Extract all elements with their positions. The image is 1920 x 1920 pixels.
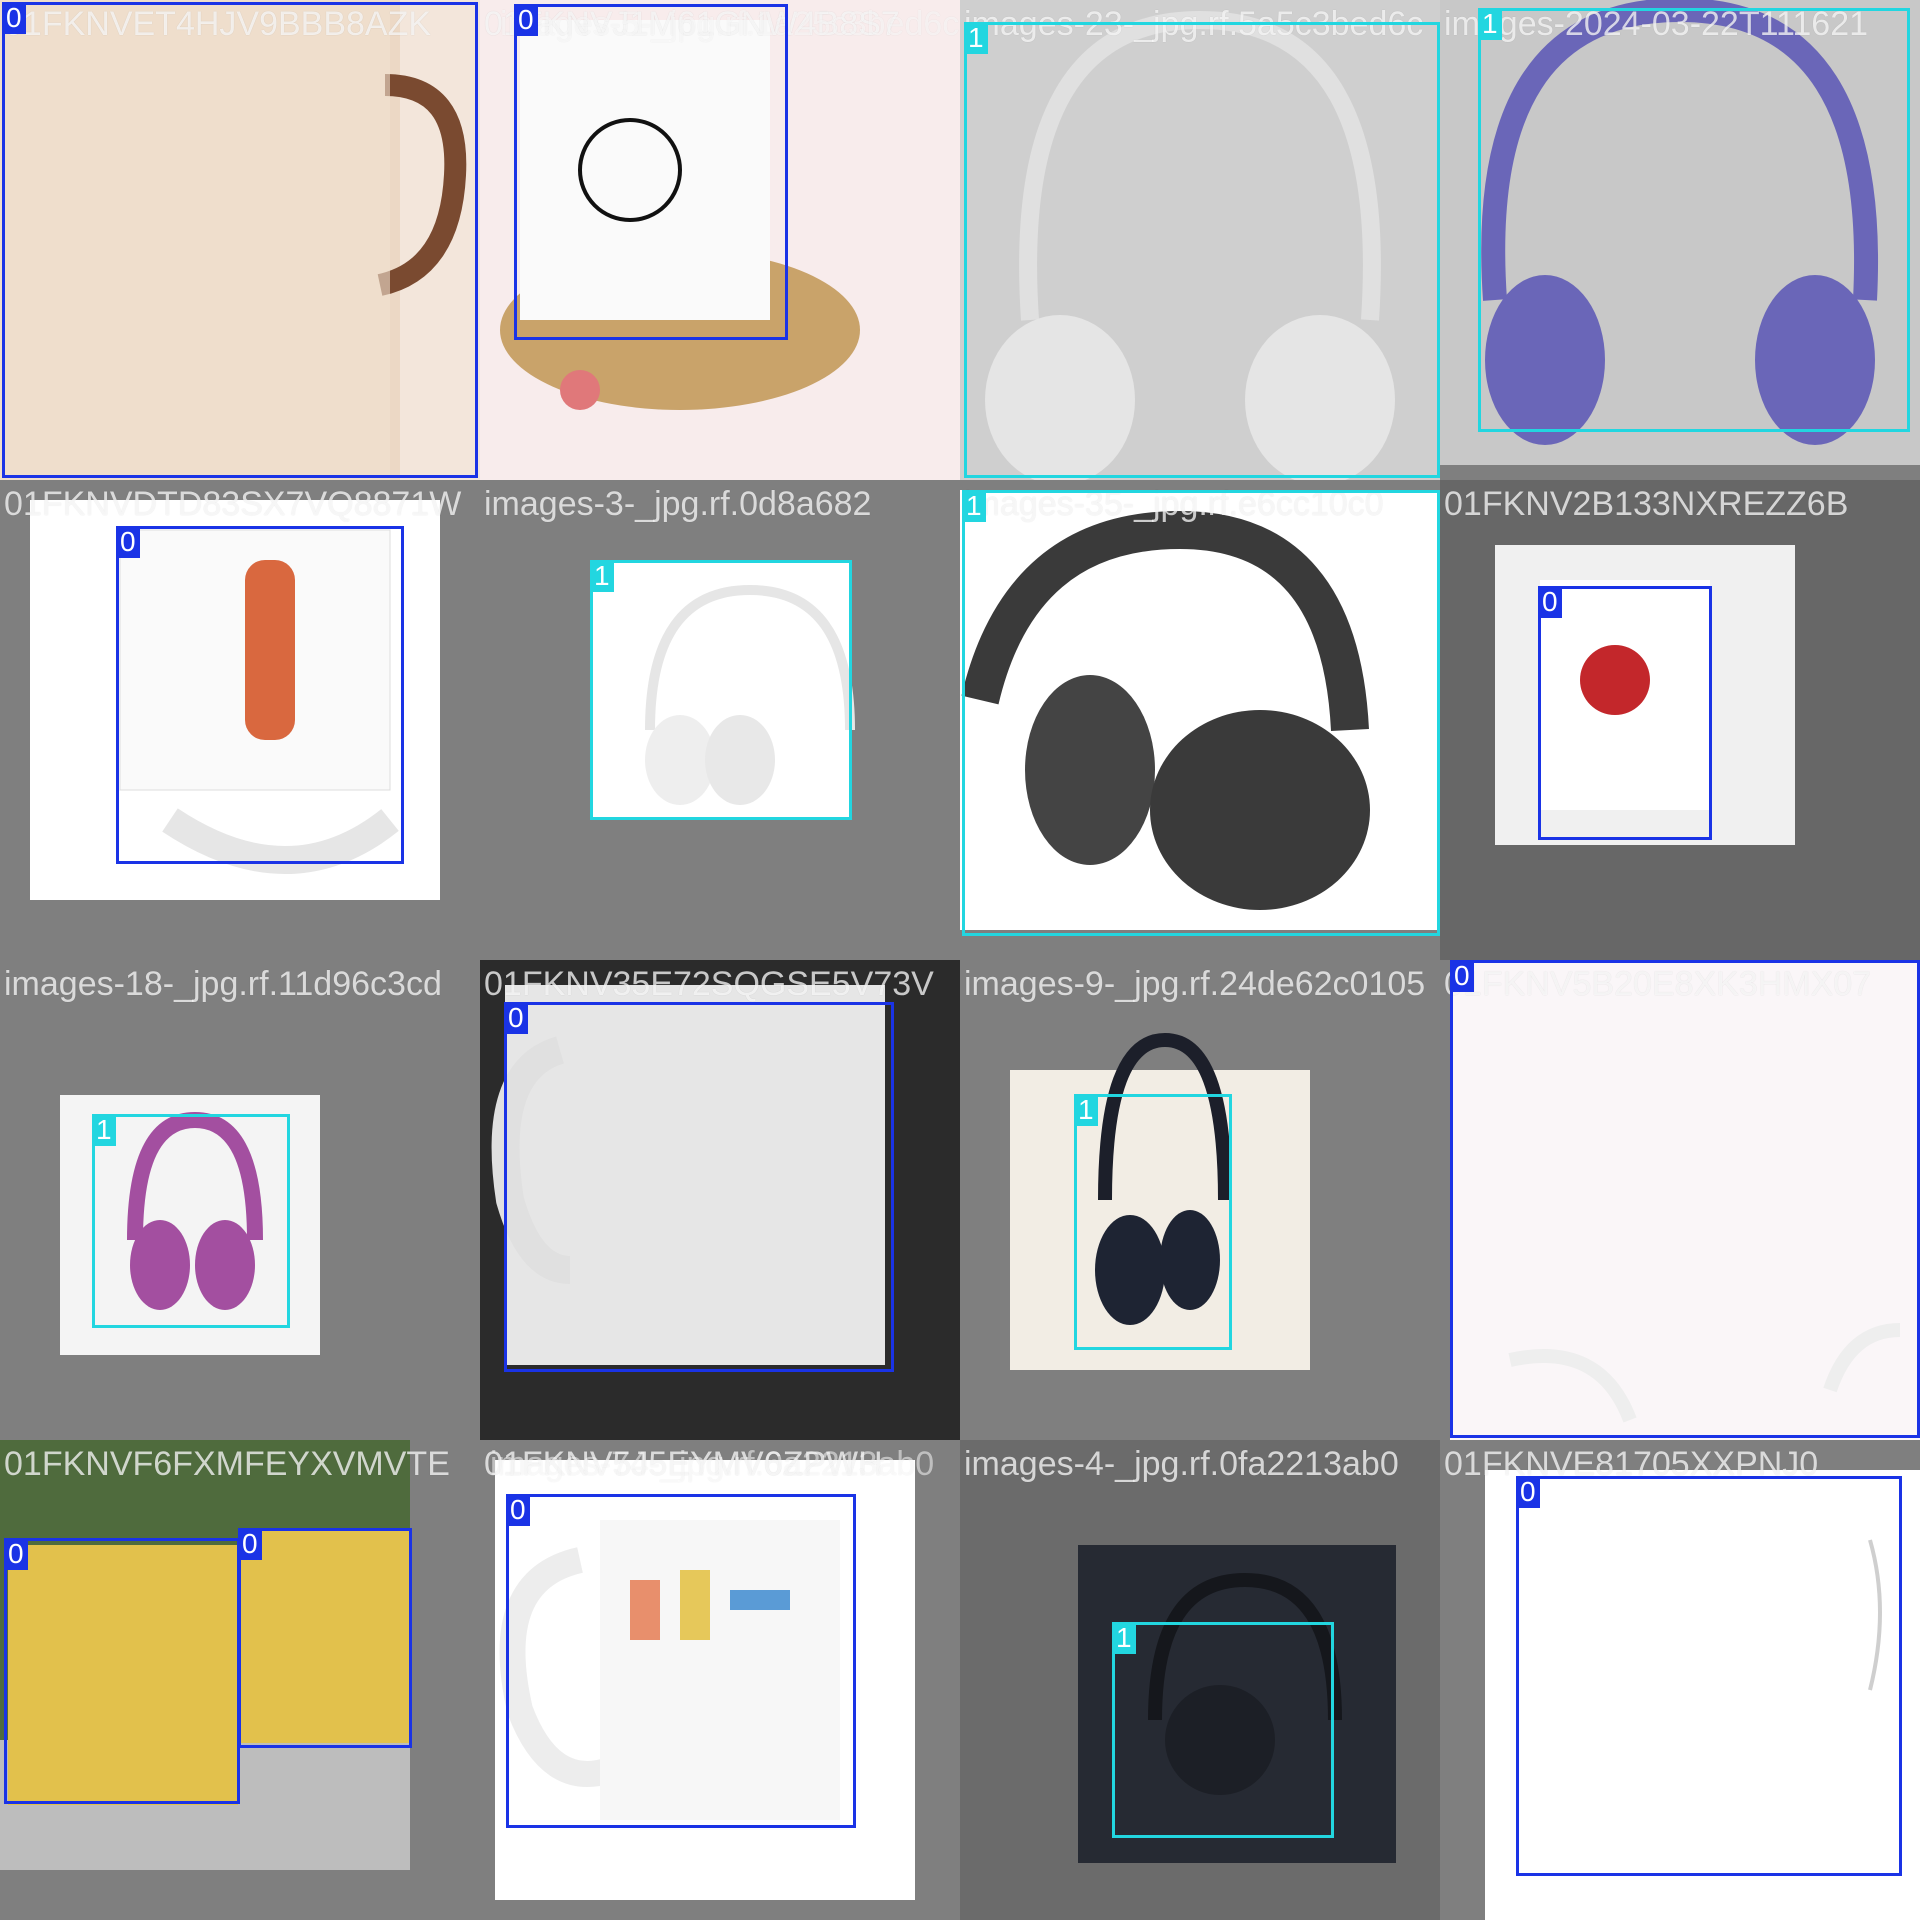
tile-mug-7: 01FKNVF6FXMFEYXVMVTE 0 0: [0, 1440, 480, 1920]
class-label: 1: [1478, 8, 1502, 40]
headphones-hand-image: [960, 960, 1440, 1440]
bbox: 0: [506, 1494, 856, 1828]
bbox: 0: [2, 2, 478, 478]
class-label: 0: [504, 1002, 528, 1034]
bbox: 0: [1516, 1476, 1902, 1876]
tile-mug-6: 01FKNV5B20E8XK3HMX07 0: [1440, 960, 1920, 1440]
class-label: 0: [1538, 586, 1562, 618]
class-label: 0: [1516, 1476, 1540, 1508]
headphones-pink-image: [0, 960, 480, 1440]
bbox: 0: [116, 526, 404, 864]
mug-speckled-image: [0, 0, 480, 480]
tile-headphones-4: images-35-_jpg.rf.e6cc10c0 1: [960, 480, 1440, 960]
class-label: 0: [4, 1538, 28, 1570]
bbox: 0: [504, 1002, 894, 1372]
mug-pig-image: [480, 0, 960, 480]
tile-mug-8: 01FKNV5J5EYMV6ZPWH images-74-_jpg.rf.0a2…: [480, 1440, 960, 1920]
bbox: 1: [92, 1114, 290, 1328]
tile-headphones-7: images-4-_jpg.rf.0fa2213ab0 1: [960, 1440, 1440, 1920]
tile-mug-3: 01FKNVDTD83SX7VQ8871W 0: [0, 480, 480, 960]
bbox: 1: [1478, 8, 1910, 432]
tile-mug-2: 01FKNVJ1M61GNW4B8S7 images-5-_jpg.rf.1a2…: [480, 0, 960, 480]
tile-headphones-1: images-23-_jpg.rf.5a5c3bed6c 1: [960, 0, 1440, 480]
tile-mug-1: 01FKNVET4HJV9BBB8AZK 0: [0, 0, 480, 480]
bbox: 1: [962, 490, 1440, 936]
tile-headphones-5: images-18-_jpg.rf.11d96c3cd 1: [0, 960, 480, 1440]
tile-mug-9: 01FKNVE81705XXPNJ0 0: [1440, 1440, 1920, 1920]
mug-text-image: [480, 960, 960, 1440]
tile-mug-5: 01FKNV35E72SQGSE5V73V 0: [480, 960, 960, 1440]
bbox: 0: [4, 1538, 240, 1804]
mugs-yellow-image: [0, 1440, 480, 1920]
bbox: 1: [1112, 1622, 1334, 1838]
bbox: 0: [1538, 586, 1712, 840]
tile-mug-4: 01FKNV2B133NXREZZ6B 0: [1440, 480, 1920, 960]
class-label: 1: [962, 490, 986, 522]
bbox: 0: [514, 4, 788, 340]
class-label: 0: [238, 1528, 262, 1560]
tile-headphones-6: images-9-_jpg.rf.24de62c0105 1: [960, 960, 1440, 1440]
class-label: 0: [1450, 960, 1474, 992]
class-label: 0: [2, 2, 26, 34]
class-label: 1: [964, 22, 988, 54]
bbox: 1: [1074, 1094, 1232, 1350]
bbox: 0: [238, 1528, 412, 1748]
bbox: 1: [964, 22, 1440, 478]
headphones-white-image: [960, 0, 1440, 480]
mug-sloth-image: [0, 480, 480, 960]
class-label: 0: [514, 4, 538, 36]
class-label: 1: [1074, 1094, 1098, 1126]
class-label: 0: [116, 526, 140, 558]
mug-white-image: [1440, 960, 1920, 1440]
class-label: 1: [1112, 1622, 1136, 1654]
headphones-desk-image: [960, 1440, 1440, 1920]
class-label: 1: [590, 560, 614, 592]
tile-headphones-2: images-2024-03-22T111621 1: [1440, 0, 1920, 480]
class-label: 1: [92, 1114, 116, 1146]
mug-blank-image: [1440, 1440, 1920, 1920]
bbox: 0: [1450, 960, 1920, 1438]
bbox: 1: [590, 560, 852, 820]
tile-headphones-3: images-3-_jpg.rf.0d8a682 1: [480, 480, 960, 960]
class-label: 0: [506, 1494, 530, 1526]
headphones-black-image: [960, 480, 1440, 960]
